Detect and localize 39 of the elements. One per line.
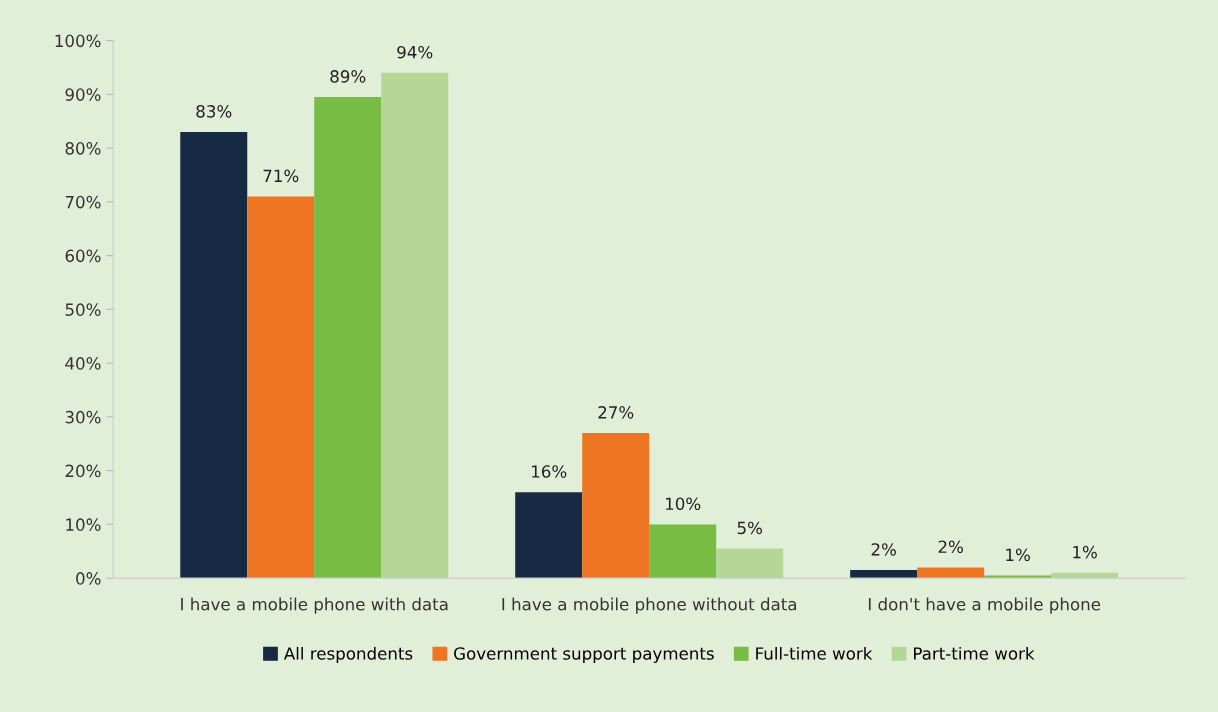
x-tick-label: I have a mobile phone without data (502, 597, 797, 614)
y-tick-label: 90% (65, 88, 101, 101)
data-label: 27% (598, 406, 634, 419)
y-tick-label: 10% (66, 518, 101, 531)
data-label: 1% (1006, 548, 1030, 562)
y-tick-label: 60% (65, 249, 101, 263)
legend-label: Part-time work (914, 646, 1035, 660)
y-tick-label: 0% (76, 572, 101, 585)
y-tick-label: 70% (65, 195, 101, 209)
x-tick-label: I don't have a mobile phone (868, 597, 1101, 614)
bar (180, 131, 248, 579)
y-tick-label: 100% (55, 34, 101, 48)
bar (649, 524, 717, 579)
legend-label: All respondents (283, 646, 413, 664)
bar (716, 548, 784, 579)
bar (381, 72, 449, 579)
data-label: 89% (330, 70, 366, 83)
y-tick-label: 80% (65, 142, 101, 155)
bar (917, 567, 985, 579)
bar (582, 433, 650, 579)
data-label: 16% (532, 465, 567, 478)
bar (515, 492, 583, 579)
data-label: 94% (397, 45, 433, 59)
data-label: 1% (1073, 545, 1097, 559)
y-tick-label: 30% (65, 410, 101, 424)
data-label: 5% (737, 521, 762, 535)
bar (314, 97, 382, 579)
y-tick-label: 50% (65, 303, 101, 316)
legend-label: Full-time work (756, 646, 873, 660)
y-tick-label: 40% (65, 357, 101, 370)
x-tick-label: I have a mobile phone with data (181, 597, 448, 614)
y-tick-label: 20% (65, 464, 101, 478)
data-label: 71% (263, 169, 299, 183)
data-label: 83% (196, 105, 232, 118)
legend-label: Government support payments (454, 647, 714, 664)
data-label: 10% (666, 497, 701, 511)
data-label: 2% (938, 540, 963, 554)
data-label: 2% (871, 543, 896, 556)
bar (247, 196, 315, 579)
